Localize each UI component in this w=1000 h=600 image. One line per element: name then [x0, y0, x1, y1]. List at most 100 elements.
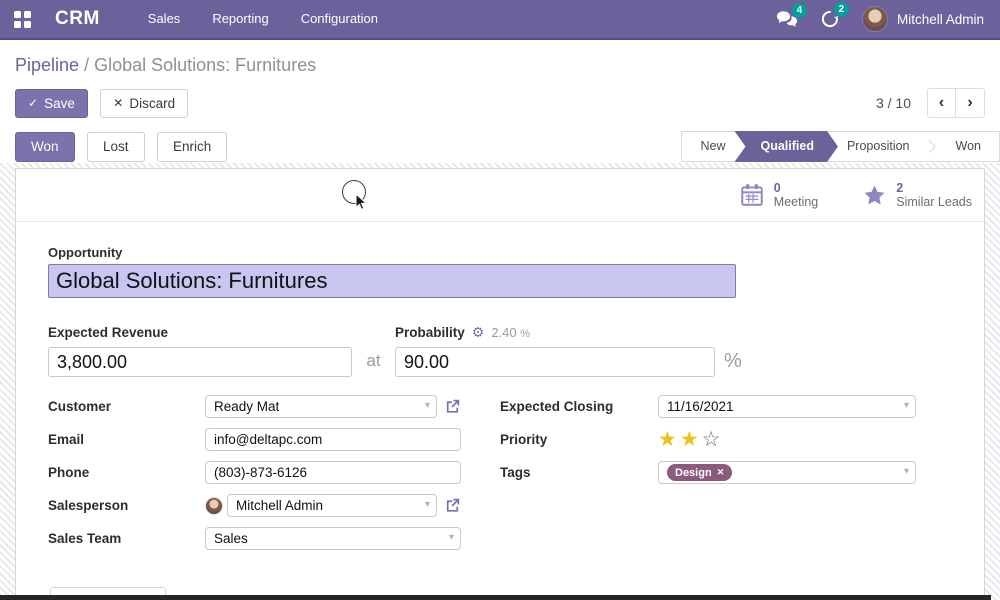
- activities-badge: 2: [833, 2, 849, 17]
- expected-revenue-label: Expected Revenue: [48, 324, 169, 340]
- expected-closing-label: Expected Closing: [500, 399, 614, 414]
- breadcrumb-current: Global Solutions: Furnitures: [94, 55, 317, 75]
- loading-spinner: [342, 180, 382, 220]
- at-label: at: [366, 351, 381, 370]
- revenue-probability-row: Expected Revenue at Probability ⚙ 2.40 %: [48, 324, 952, 377]
- control-panel: Pipeline / Global Solutions: Furnitures …: [0, 53, 1000, 165]
- save-button[interactable]: ✓ Save: [15, 88, 88, 118]
- chat-bubbles-icon: [776, 10, 798, 27]
- stage-statusbar: New Qualified Proposition Won: [681, 131, 1000, 162]
- salesperson-external-link-icon[interactable]: [444, 497, 461, 514]
- email-input[interactable]: [205, 428, 461, 451]
- phone-label: Phone: [48, 465, 90, 480]
- opportunity-label: Opportunity: [48, 245, 123, 260]
- menu-configuration[interactable]: Configuration: [300, 11, 379, 26]
- sheet-body: Opportunity Expected Revenue at Probabil…: [16, 245, 984, 600]
- won-button[interactable]: Won: [15, 131, 75, 162]
- button-box: 0 Meeting 2 Similar Leads: [16, 169, 984, 222]
- tag-remove-icon[interactable]: ✕: [716, 467, 725, 477]
- record-action-buttons: ✓ Save ✕ Discard: [15, 88, 189, 118]
- caret-down-icon: ▾: [903, 400, 909, 411]
- salesperson-avatar: [205, 496, 223, 515]
- stage-proposition[interactable]: Proposition: [846, 139, 910, 153]
- check-icon: ✓: [28, 96, 39, 110]
- expected-closing-row: Expected Closing 11/16/2021 ▾: [500, 395, 916, 418]
- menu-sales[interactable]: Sales: [147, 11, 181, 26]
- discard-label: Discard: [129, 95, 176, 111]
- spinner-circle-icon: [342, 180, 366, 204]
- right-field-column: Expected Closing 11/16/2021 ▾ Priority: [500, 395, 916, 560]
- navbar-left: CRM Sales Reporting Configuration: [0, 0, 394, 39]
- breadcrumb: Pipeline / Global Solutions: Furnitures: [15, 53, 1000, 77]
- caret-down-icon: ▾: [424, 499, 430, 510]
- breadcrumb-pipeline-link[interactable]: Pipeline: [15, 55, 80, 75]
- field-columns: Customer Ready Mat ▾: [48, 395, 952, 560]
- auto-probability-value: 2.40 %: [491, 324, 531, 340]
- similar-leads-label: Similar Leads: [896, 195, 972, 209]
- pager-buttons: ‹ ›: [927, 88, 985, 118]
- probability-input[interactable]: [395, 347, 715, 377]
- stage-new[interactable]: New: [700, 139, 726, 153]
- percent-sign-label: %: [724, 350, 742, 372]
- breadcrumb-separator: /: [84, 55, 90, 75]
- pager-value: 3 / 10: [875, 95, 911, 111]
- priority-label: Priority: [500, 432, 548, 447]
- star-empty-icon[interactable]: ☆: [701, 428, 724, 451]
- form-view-background: 0 Meeting 2 Similar Leads: [0, 163, 1000, 600]
- top-navbar: CRM Sales Reporting Configuration 4: [0, 0, 1000, 40]
- salesperson-row: Salesperson Mitchell Admin ▾: [48, 494, 461, 517]
- pager-next-button[interactable]: ›: [956, 89, 984, 117]
- user-avatar: [861, 6, 888, 32]
- mouse-cursor-icon: [355, 192, 368, 210]
- close-icon: ✕: [113, 96, 124, 110]
- enrich-button[interactable]: Enrich: [156, 131, 228, 162]
- meeting-label: Meeting: [773, 195, 819, 209]
- menu-reporting[interactable]: Reporting: [212, 11, 269, 26]
- email-label: Email: [48, 432, 85, 447]
- stage-separator-icon: [928, 132, 938, 161]
- sales-team-select[interactable]: Sales ▾: [205, 527, 461, 550]
- star-filled-icon[interactable]: ★★: [658, 428, 702, 451]
- meetings-stat-button[interactable]: 0 Meeting: [739, 181, 818, 209]
- stage-won[interactable]: Won: [955, 139, 981, 153]
- tag-design[interactable]: Design ✕: [667, 464, 733, 481]
- stat-buttons: 0 Meeting 2 Similar Leads: [739, 169, 972, 221]
- tags-select[interactable]: Design ✕ ▾: [658, 461, 916, 484]
- phone-input[interactable]: [205, 461, 461, 484]
- record-pager: 3 / 10 ‹ ›: [876, 88, 985, 118]
- probability-label: Probability: [395, 324, 465, 340]
- similar-leads-count: 2: [896, 181, 904, 195]
- pager-previous-button[interactable]: ‹: [928, 89, 956, 117]
- stage-qualified[interactable]: Qualified: [734, 131, 837, 162]
- messages-badge: 4: [791, 2, 807, 18]
- opportunity-title-input[interactable]: [48, 264, 736, 298]
- priority-stars[interactable]: ★★☆: [658, 429, 723, 450]
- user-menu[interactable]: Mitchell Admin: [861, 6, 984, 32]
- customer-select[interactable]: Ready Mat ▾: [205, 395, 437, 418]
- caret-down-icon: ▾: [903, 466, 909, 477]
- main-menu: Sales Reporting Configuration: [132, 0, 394, 39]
- save-label: Save: [44, 95, 75, 111]
- discard-button[interactable]: ✕ Discard: [100, 88, 189, 118]
- customer-external-link-icon[interactable]: [444, 398, 461, 415]
- expected-revenue-input[interactable]: [48, 347, 352, 377]
- apps-grid-icon[interactable]: [14, 10, 31, 28]
- priority-row: Priority ★★☆: [500, 428, 916, 451]
- lost-button[interactable]: Lost: [86, 131, 145, 162]
- tags-row: Tags Design ✕ ▾: [500, 461, 916, 484]
- control-panel-row: ✓ Save ✕ Discard 3 / 10 ‹ ›: [15, 88, 985, 118]
- gear-icon[interactable]: ⚙: [471, 324, 485, 340]
- salesperson-select[interactable]: Mitchell Admin ▾: [227, 494, 437, 517]
- meeting-count: 0: [773, 181, 781, 195]
- messages-button[interactable]: 4: [776, 2, 807, 29]
- navbar-right: 4 2 Mitchell Admin: [776, 2, 984, 32]
- activities-button[interactable]: 2: [820, 2, 849, 29]
- caret-down-icon: ▾: [448, 532, 454, 543]
- star-icon: [864, 185, 885, 204]
- app-name[interactable]: CRM: [55, 8, 100, 29]
- similar-leads-stat-button[interactable]: 2 Similar Leads: [862, 181, 972, 209]
- stage-action-buttons: Won Lost Enrich: [15, 131, 228, 162]
- status-row: Won Lost Enrich New Qualified Propositio…: [15, 131, 1000, 162]
- expected-closing-date-select[interactable]: 11/16/2021 ▾: [658, 395, 916, 418]
